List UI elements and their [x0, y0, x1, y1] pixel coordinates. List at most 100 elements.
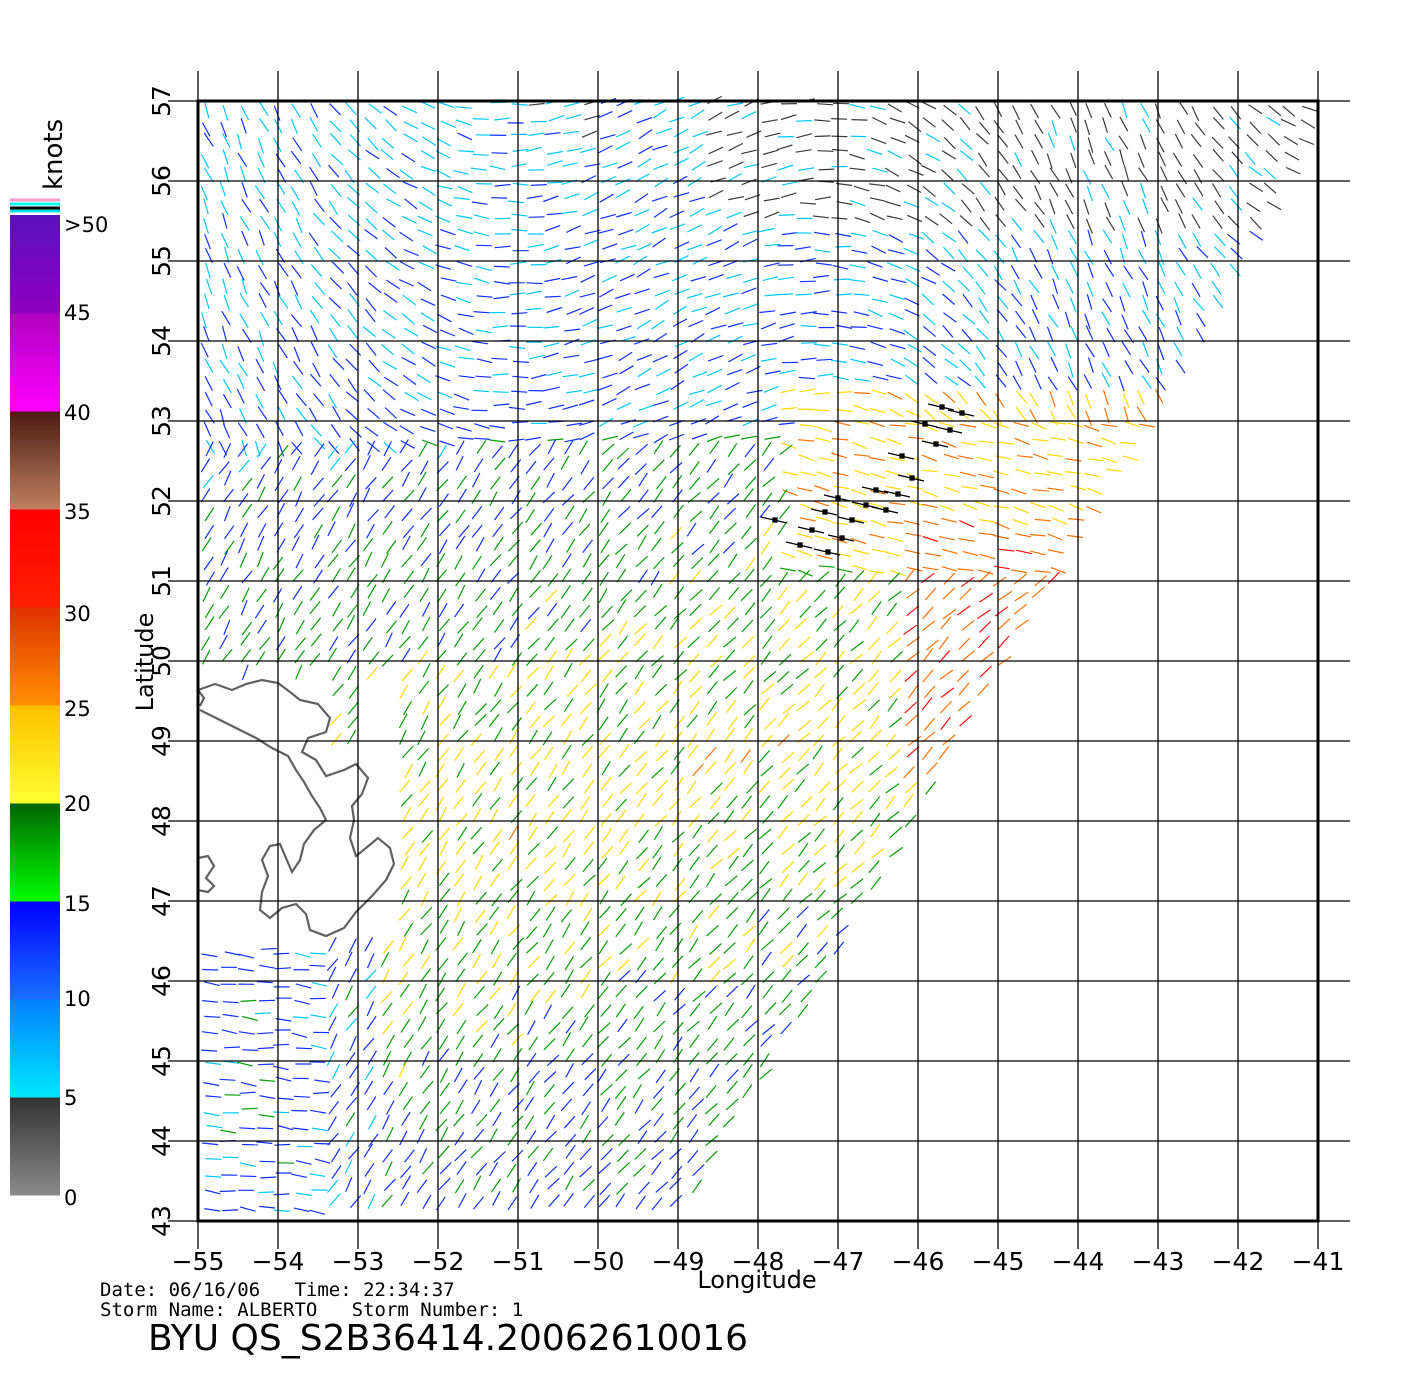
wind-vector	[1246, 202, 1261, 213]
wind-vector	[727, 369, 743, 376]
wind-vector	[239, 313, 249, 328]
wind-vector	[957, 230, 969, 244]
wind-vector	[924, 552, 942, 557]
wind-vector	[975, 345, 986, 360]
wind-vector	[309, 587, 321, 601]
wind-vector	[634, 665, 644, 680]
wind-vector	[366, 1015, 377, 1030]
wind-vector	[272, 137, 282, 152]
wind-vector	[1122, 233, 1128, 250]
wind-vector	[634, 288, 650, 295]
wind-vector	[885, 485, 902, 490]
wind-vector	[420, 298, 436, 306]
wind-vector	[601, 1053, 613, 1067]
wind-vector	[417, 730, 426, 746]
wind-vector	[673, 401, 688, 410]
wind-vector	[310, 341, 319, 357]
wind-vector	[457, 228, 473, 235]
wind-vector	[491, 858, 503, 872]
wind-vector	[489, 796, 501, 810]
wind-vector	[492, 373, 509, 376]
legend-label: 40	[64, 401, 91, 425]
wind-vector	[724, 522, 737, 535]
wind-vector	[400, 1191, 410, 1207]
wind-vector	[560, 1098, 573, 1112]
wind-vector	[507, 1132, 518, 1146]
wind-vector	[1034, 213, 1045, 228]
wind-vector	[889, 424, 907, 427]
wind-vector	[1141, 375, 1152, 389]
wind-vector	[1013, 573, 1027, 585]
wind-vector	[309, 309, 320, 324]
wind-vector	[1177, 170, 1188, 185]
wind-vector	[921, 503, 938, 509]
wind-vector	[562, 830, 575, 843]
wind-vector	[759, 878, 773, 889]
wind-vector	[760, 357, 777, 362]
wind-vector	[689, 617, 703, 630]
wind-vector	[1123, 265, 1134, 280]
wind-vector	[903, 765, 915, 779]
wind-vector	[200, 636, 211, 651]
wind-vector	[456, 652, 468, 666]
wind-vector	[669, 462, 683, 474]
wind-vector	[530, 761, 540, 777]
wind-vector	[673, 608, 687, 620]
wind-vector	[885, 200, 901, 207]
wind-vector	[796, 923, 807, 938]
wind-vector	[979, 553, 996, 560]
wind-vector	[1032, 438, 1049, 442]
wind-vector	[618, 229, 634, 236]
wind-vector	[224, 246, 230, 263]
wind-vector	[1084, 313, 1091, 330]
wind-vector	[1141, 118, 1151, 133]
wind-vector	[1174, 281, 1184, 297]
wind-vector	[707, 956, 721, 969]
wind-vector	[310, 1044, 327, 1050]
wind-vector	[741, 111, 757, 120]
wind-vector	[851, 119, 868, 121]
wind-vector	[239, 1206, 256, 1212]
wind-vector	[455, 1035, 465, 1050]
wind-vector	[290, 280, 299, 296]
wind-vector	[365, 476, 377, 490]
wind-vector	[583, 841, 595, 855]
wind-vector	[401, 105, 418, 114]
wind-vector	[456, 261, 473, 267]
legend-title: knots	[39, 119, 69, 190]
wind-vector	[257, 1063, 275, 1066]
storm-caption: Storm Name: ALBERTO Storm Number: 1	[100, 1299, 524, 1321]
wind-vector	[816, 554, 833, 560]
wind-vector	[1048, 314, 1059, 328]
wind-vector	[1249, 230, 1264, 241]
wind-vector	[707, 1015, 718, 1030]
wind-vector	[956, 390, 968, 405]
wind-vector	[454, 244, 470, 252]
wind-vector	[563, 1115, 576, 1129]
wind-vector	[259, 964, 276, 969]
wind-vector	[203, 1082, 220, 1087]
wind-vector	[257, 1032, 274, 1035]
wind-vector	[597, 873, 611, 886]
wind-vector	[544, 295, 561, 298]
wind-vector	[997, 617, 1011, 630]
wind-vector	[563, 102, 580, 108]
wind-vector	[938, 745, 950, 760]
wind-vector	[417, 215, 433, 224]
wind-vector	[1138, 423, 1156, 428]
wind-vector	[560, 713, 572, 727]
wind-vector	[507, 553, 520, 567]
wind-vector	[256, 346, 265, 362]
date-time-caption: Date: 06/16/06 Time: 22:34:37	[100, 1279, 455, 1301]
wind-vector	[365, 985, 377, 1000]
wind-vector	[620, 893, 632, 907]
wind-vector	[654, 299, 669, 310]
wind-vector	[509, 685, 523, 698]
wind-vector	[489, 586, 501, 601]
wind-vector	[853, 549, 869, 555]
wind-vector	[562, 130, 579, 135]
wind-vector	[562, 796, 575, 809]
wind-vector	[1101, 362, 1112, 377]
wind-vector	[743, 459, 757, 471]
wind-vector	[314, 1158, 331, 1164]
